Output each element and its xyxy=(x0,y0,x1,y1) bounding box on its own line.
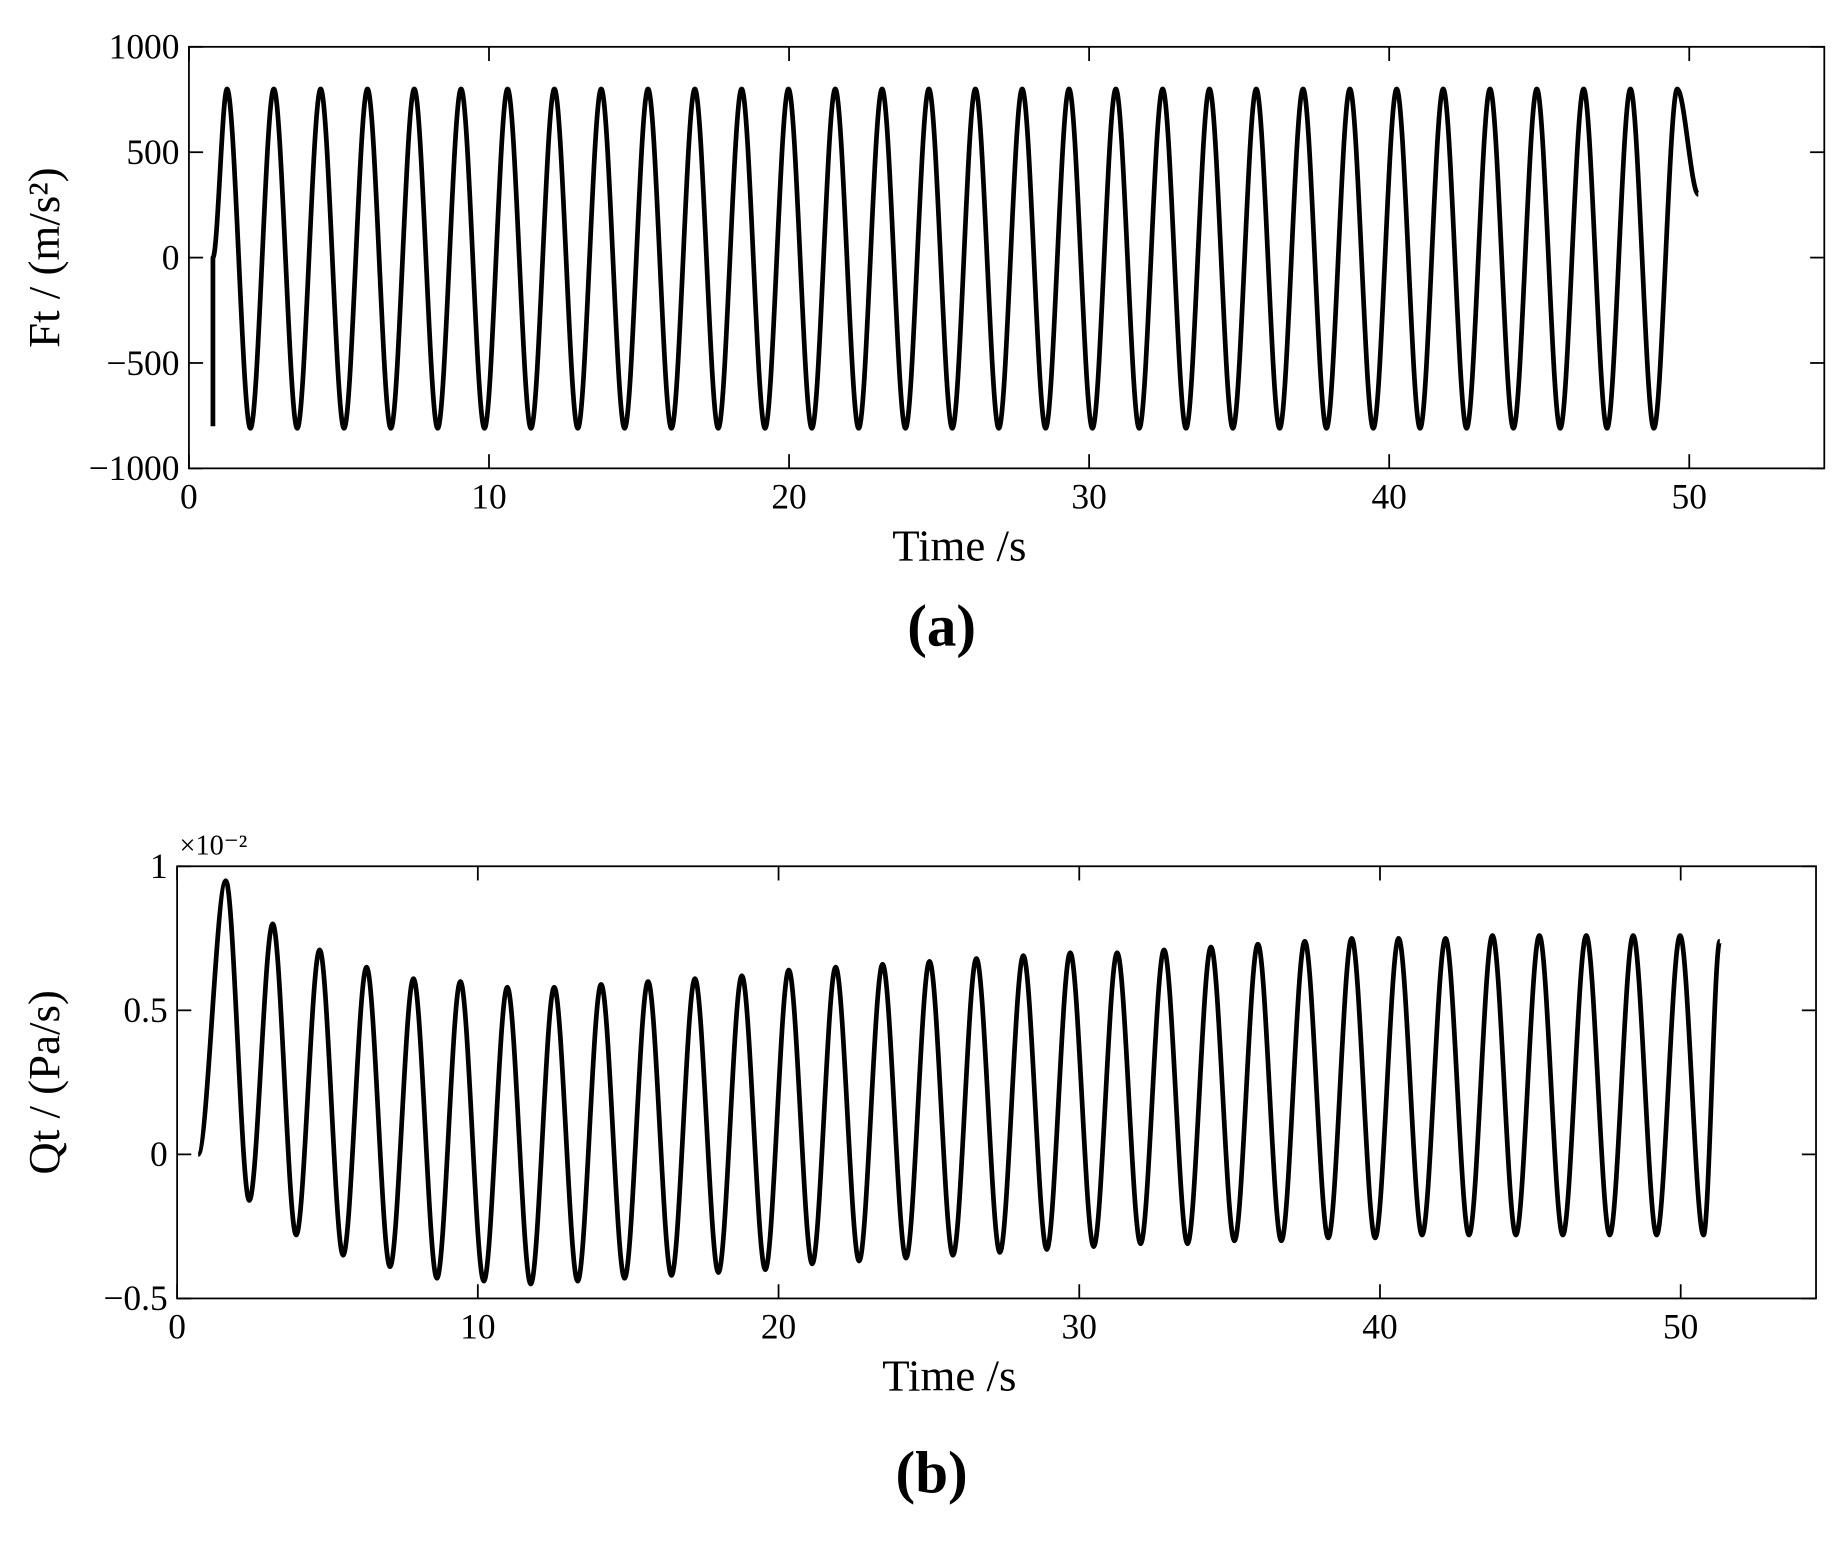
y-tick-label: 0.5 xyxy=(123,990,167,1030)
y-axis-label: Ft / (m/s²) xyxy=(19,167,69,347)
axis-multiplier: ×10⁻² xyxy=(179,830,247,861)
x-axis-label: Time /s xyxy=(882,1351,1016,1401)
data-line xyxy=(210,86,1701,431)
x-tick-label: 10 xyxy=(471,477,506,517)
x-axis-label: Time /s xyxy=(892,520,1026,570)
x-tick-label: 50 xyxy=(1663,1307,1698,1347)
y-tick-label: −1000 xyxy=(89,448,180,488)
x-tick-label: 40 xyxy=(1362,1307,1397,1347)
x-tick-label: 0 xyxy=(180,477,198,517)
x-tick-label: 20 xyxy=(761,1307,796,1347)
x-tick-label: 20 xyxy=(771,477,806,517)
y-tick-label: −0.5 xyxy=(103,1278,167,1318)
y-tick-label: 0 xyxy=(150,1134,168,1174)
y-tick-label: 500 xyxy=(126,132,179,172)
y-tick-label: 0 xyxy=(162,237,180,277)
plot-frame xyxy=(176,865,1817,1300)
x-tick-label: 30 xyxy=(1062,1307,1097,1347)
y-tick-label: −500 xyxy=(106,343,179,383)
y-tick-label: 1 xyxy=(150,846,168,886)
x-tick-label: 30 xyxy=(1071,477,1106,517)
x-tick-label: 40 xyxy=(1371,477,1406,517)
x-tick-label: 50 xyxy=(1672,477,1707,517)
subplot-caption: (b) xyxy=(896,1439,968,1505)
x-tick-label: 10 xyxy=(460,1307,495,1347)
y-tick-label: 1000 xyxy=(109,27,180,67)
subplot-caption: (a) xyxy=(907,592,976,658)
data-line xyxy=(195,878,1723,1287)
x-tick-label: 0 xyxy=(168,1307,186,1347)
y-axis-label: Qt / (Pa/s) xyxy=(19,990,69,1174)
